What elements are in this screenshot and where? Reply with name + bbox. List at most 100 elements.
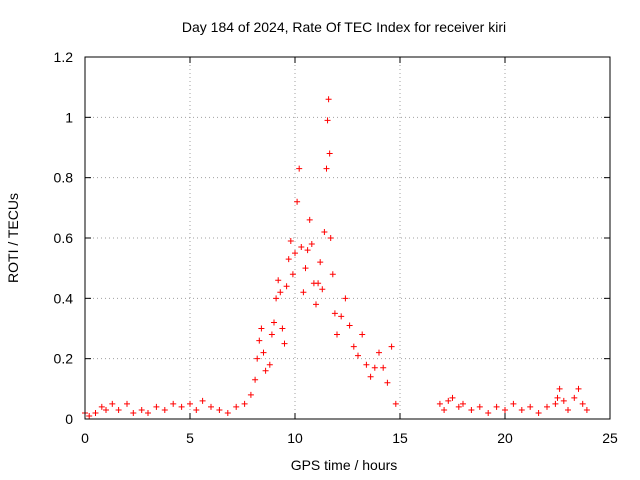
data-point — [241, 400, 248, 407]
data-point — [247, 391, 254, 398]
data-point — [258, 325, 265, 332]
data-point — [279, 325, 286, 332]
data-point — [130, 409, 137, 416]
data-point — [224, 409, 231, 416]
data-point — [138, 406, 145, 413]
data-point — [233, 403, 240, 410]
data-point — [367, 373, 374, 380]
data-point — [468, 406, 475, 413]
y-tick-label: 0.6 — [54, 230, 74, 246]
data-point — [208, 403, 214, 410]
data-point — [560, 397, 567, 404]
data-point — [324, 117, 331, 124]
data-point — [313, 301, 319, 308]
data-point — [115, 406, 122, 413]
data-point — [124, 400, 130, 407]
data-point — [260, 349, 267, 356]
data-point — [92, 409, 99, 416]
data-point — [170, 400, 177, 407]
data-point — [392, 400, 399, 407]
x-tick-label: 10 — [287, 430, 303, 446]
data-point — [376, 349, 382, 356]
data-point — [306, 216, 313, 223]
chart-title: Day 184 of 2024, Rate Of TEC Index for r… — [182, 19, 506, 35]
data-point — [326, 150, 333, 157]
data-point — [449, 394, 456, 401]
data-point — [317, 259, 324, 266]
data-point — [460, 400, 466, 407]
data-point — [436, 400, 443, 407]
data-point — [271, 319, 277, 326]
data-point — [323, 165, 330, 172]
data-point — [315, 280, 322, 287]
data-point — [277, 289, 284, 296]
data-point — [287, 238, 294, 245]
y-tick-labels: 0 0.2 0.4 0.6 0.8 1 1.2 — [54, 49, 74, 427]
data-point — [455, 403, 462, 410]
y-tick-label: 1 — [65, 109, 73, 125]
data-point — [275, 277, 282, 284]
data-point — [476, 403, 483, 410]
data-point — [554, 394, 561, 401]
data-point — [153, 403, 160, 410]
data-point — [485, 409, 492, 416]
data-point — [161, 406, 168, 413]
data-point — [302, 265, 309, 272]
data-point — [216, 406, 223, 413]
data-point — [579, 400, 586, 407]
data-point — [329, 271, 336, 278]
y-tick-label: 0.2 — [54, 351, 74, 367]
data-point — [266, 361, 273, 368]
data-point — [331, 310, 338, 317]
data-point — [321, 228, 328, 235]
data-point — [86, 412, 93, 419]
data-point — [262, 367, 269, 374]
data-point — [285, 256, 292, 263]
data-point — [359, 331, 366, 338]
y-axis-label: ROTI / TECUs — [5, 193, 21, 283]
data-point — [199, 397, 206, 404]
data-point — [510, 400, 517, 407]
data-point — [281, 340, 288, 347]
x-axis-label: GPS time / hours — [291, 457, 398, 473]
data-point — [300, 289, 307, 296]
data-point — [294, 198, 301, 205]
x-tick-labels: 0 5 10 15 20 25 — [81, 430, 618, 446]
data-point — [388, 343, 395, 350]
data-point — [535, 409, 542, 416]
data-point — [334, 331, 340, 338]
data-point — [380, 364, 387, 371]
data-point — [304, 247, 311, 254]
y-tick-label: 0 — [65, 411, 73, 427]
data-point — [565, 406, 571, 413]
data-point — [445, 397, 452, 404]
data-point — [518, 406, 525, 413]
data-point — [325, 96, 332, 103]
data-point — [98, 403, 105, 410]
y-tick-label: 0.4 — [54, 290, 74, 306]
data-point — [556, 385, 563, 392]
plot-frame — [84, 56, 611, 420]
data-point — [292, 250, 298, 257]
data-point — [371, 364, 378, 371]
data-point — [256, 337, 263, 344]
data-point — [308, 241, 315, 248]
data-point — [296, 165, 303, 172]
data-point — [268, 331, 275, 338]
data-point — [571, 394, 578, 401]
x-tick-label: 25 — [602, 430, 618, 446]
x-tick-label: 20 — [497, 430, 513, 446]
data-point — [338, 313, 345, 320]
y-tick-label: 0.8 — [54, 170, 74, 186]
data-point — [109, 400, 116, 407]
data-point — [327, 235, 334, 241]
axis-ticks — [84, 56, 611, 420]
data-point — [493, 403, 500, 410]
data-point — [254, 355, 261, 362]
x-tick-label: 15 — [392, 430, 408, 446]
data-point — [355, 352, 361, 359]
data-point — [145, 409, 151, 416]
data-point — [342, 295, 349, 302]
x-tick-label: 5 — [186, 430, 194, 446]
data-point — [544, 403, 550, 410]
